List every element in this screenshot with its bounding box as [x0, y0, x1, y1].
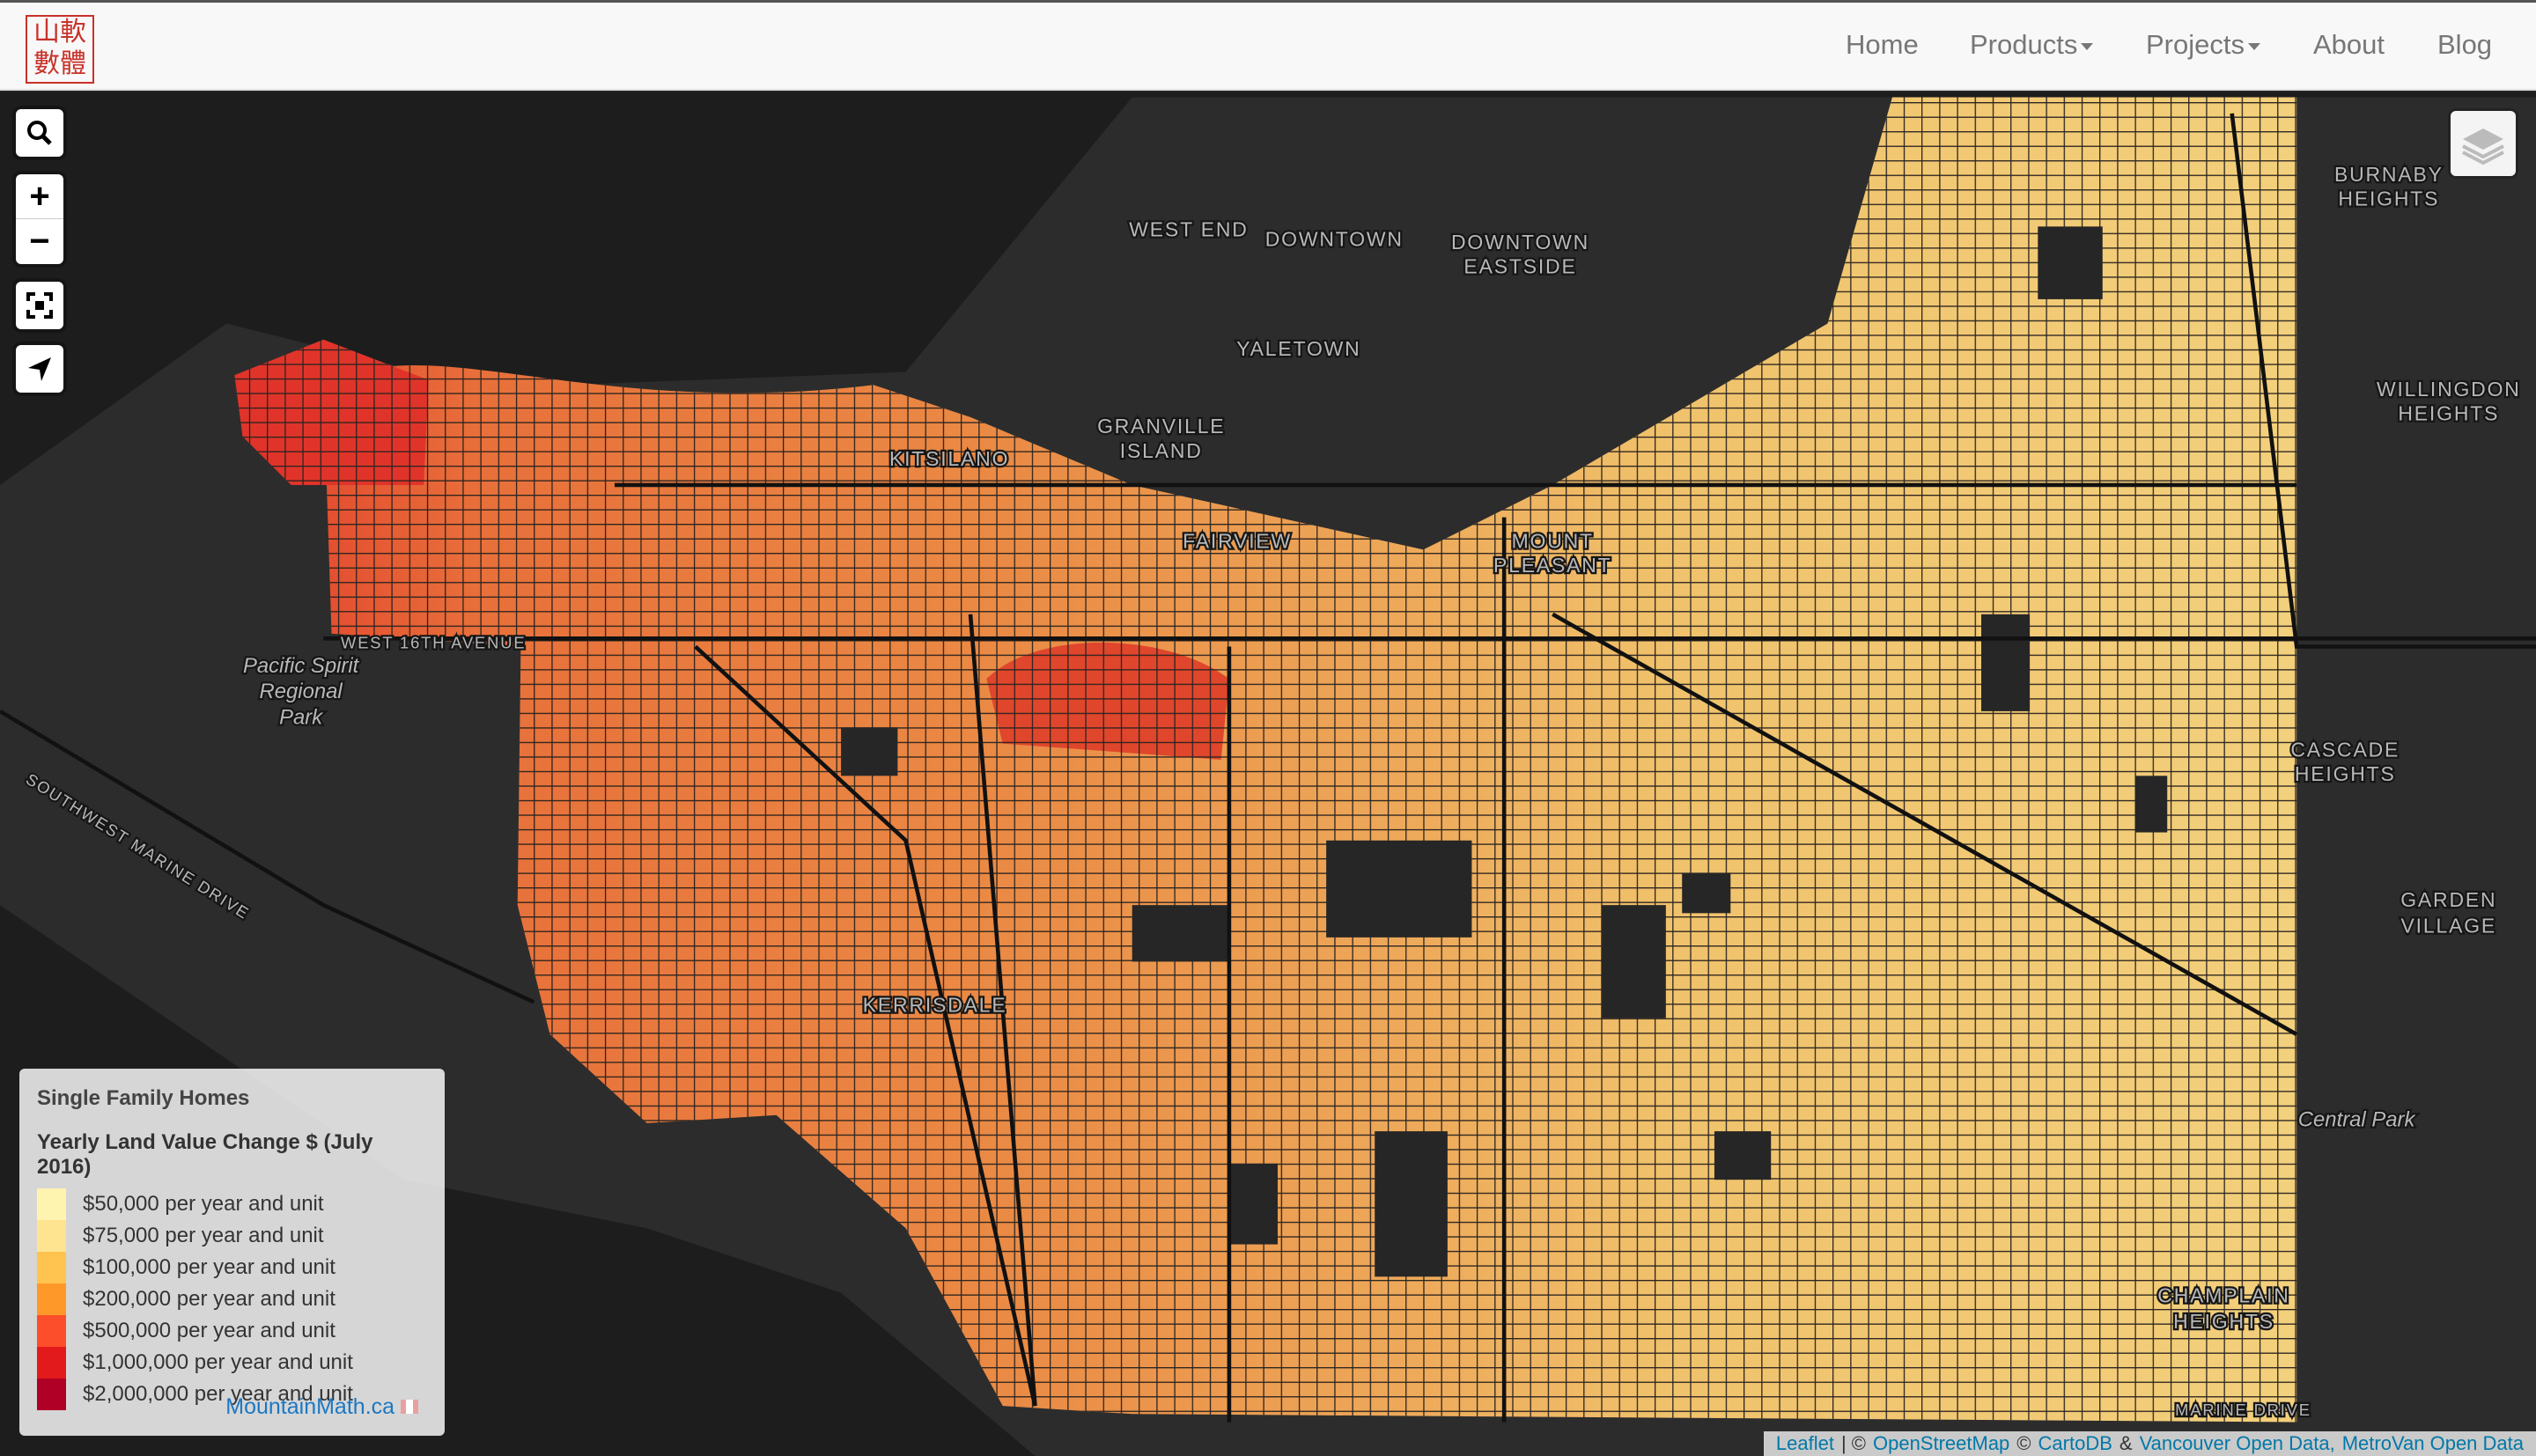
legend-item: $75,000 per year and unit — [37, 1220, 427, 1252]
legend-swatch — [37, 1315, 66, 1347]
map-label: GARDEN — [2400, 888, 2496, 911]
legend-item: $1,000,000 per year and unit — [37, 1347, 427, 1379]
map[interactable]: WEST END DOWNTOWN DOWNTOWN EASTSIDE YALE… — [0, 92, 2536, 1456]
legend-swatch — [37, 1188, 66, 1220]
attribution-text: | © — [1840, 1432, 1866, 1454]
legend-swatch — [37, 1283, 66, 1315]
caret — [2081, 42, 2094, 50]
legend-item: $200,000 per year and unit — [37, 1283, 427, 1315]
layers-icon — [2462, 129, 2504, 165]
map-label: DOWNTOWN — [1451, 231, 1589, 254]
map-label: DOWNTOWN — [1265, 227, 1404, 250]
legend-subtitle: Yearly Land Value Change $ (July 2016) — [37, 1130, 373, 1179]
legend-swatch — [37, 1220, 66, 1252]
map-label: KERRISDALE — [863, 993, 1007, 1016]
map-label: VILLAGE — [2401, 914, 2497, 937]
attribution: Leaflet | © OpenStreetMap © CartoDB & Vancouve… — [1763, 1431, 2536, 1456]
attribution-link[interactable]: Leaflet — [1775, 1432, 1834, 1454]
map-label: HEIGHTS — [2338, 187, 2439, 210]
map-label: MARINE DRIVE — [2175, 1401, 2311, 1419]
map-label: FAIRVIEW — [1183, 530, 1292, 553]
map-label: PLEASANT — [1493, 554, 1612, 577]
legend: Single Family Homes Yearly Land Value Ch… — [19, 1069, 445, 1436]
legend-item: $500,000 per year and unit — [37, 1315, 427, 1347]
nav-dropdown[interactable]: Products — [1970, 29, 2094, 61]
legend-label: $200,000 per year and unit — [83, 1287, 335, 1311]
nav-link[interactable]: About — [2313, 29, 2385, 60]
attribution-text: © — [2016, 1432, 2031, 1454]
nav-link[interactable]: Blog — [2437, 29, 2493, 60]
legend-swatch — [37, 1347, 66, 1379]
layers-button[interactable] — [2451, 111, 2516, 176]
attribution-link[interactable]: OpenStreetMap — [1872, 1432, 2010, 1454]
map-label: HEIGHTS — [2173, 1310, 2274, 1333]
fullscreen-icon — [26, 292, 53, 319]
nav-link: Products — [1970, 29, 2078, 60]
map-label: Regional — [260, 680, 343, 703]
map-label: WILLINGDON — [2377, 378, 2521, 401]
map-label: CHAMPLAIN — [2157, 1284, 2289, 1307]
attribution-link[interactable]: MetroVan Open Data — [2341, 1432, 2524, 1454]
attribution-text: & — [2119, 1432, 2133, 1454]
legend-swatch — [37, 1252, 66, 1283]
search-button[interactable] — [16, 109, 63, 157]
flag-icon — [401, 1400, 418, 1414]
logo-line: 山軟 — [33, 17, 86, 48]
zoom-in[interactable]: + — [16, 174, 63, 219]
lot-grid — [234, 97, 2297, 1423]
map-label: Central Park — [2298, 1108, 2416, 1132]
map-label: Park — [279, 706, 323, 730]
map-label: MOUNT — [1512, 530, 1594, 553]
map-label: GRANVILLE — [1097, 415, 1225, 438]
fullscreen-button[interactable] — [16, 282, 63, 329]
locate-icon — [28, 357, 51, 381]
credit-text: MountainMath.ca — [225, 1394, 395, 1419]
legend-label: $75,000 per year and unit — [83, 1224, 324, 1247]
map-label: YALETOWN — [1236, 337, 1360, 360]
nav-link[interactable]: Home — [1846, 29, 1919, 60]
legend-label: $500,000 per year and unit — [83, 1319, 335, 1342]
logo[interactable]: 山軟 數體 — [26, 15, 94, 84]
zoom-control: + − — [16, 174, 63, 264]
map-label: CASCADE — [2290, 738, 2400, 761]
navbar: 山軟 數體 Home Products Projects About Blog — [0, 0, 2536, 91]
locate-button[interactable] — [16, 345, 63, 393]
legend-label: $1,000,000 per year and unit — [83, 1350, 353, 1374]
map-label: Pacific Spirit — [243, 654, 360, 678]
nav-dropdown[interactable]: Projects — [2146, 29, 2260, 61]
legend-item: $50,000 per year and unit — [37, 1188, 427, 1220]
map-label: WEST 16TH AVENUE — [341, 633, 526, 651]
streets — [0, 113, 2536, 1423]
map-label: HEIGHTS — [2398, 402, 2499, 425]
parks — [841, 226, 2168, 1277]
search-icon — [27, 121, 52, 145]
legend-label: $50,000 per year and unit — [83, 1192, 324, 1216]
map-label: KITSILANO — [889, 447, 1009, 470]
legend-label: $2,000,000 per year and unit — [83, 1382, 353, 1406]
map-label: BURNABY — [2334, 163, 2444, 186]
legend-item: $2,000,000 per year and unit — [37, 1379, 427, 1410]
map-label: HEIGHTS — [2295, 762, 2396, 785]
nav-link: Projects — [2146, 29, 2245, 60]
zoom-out[interactable]: − — [29, 222, 50, 261]
legend-title: Single Family Homes — [37, 1086, 250, 1110]
attribution-link[interactable]: CartoDB — [2038, 1432, 2112, 1454]
legend-item: $100,000 per year and unit — [37, 1252, 427, 1283]
legend-swatch — [37, 1379, 66, 1410]
caret — [2247, 42, 2260, 50]
legend-items: $50,000 per year and unit $75,000 per yea… — [37, 1188, 427, 1410]
credit-link[interactable]: MountainMath.ca — [225, 1394, 418, 1420]
map-label: WEST END — [1129, 217, 1248, 240]
map-label: ISLAND — [1120, 439, 1203, 462]
legend-label: $100,000 per year and unit — [83, 1255, 335, 1279]
logo-line: 數體 — [33, 48, 86, 79]
map-label: EASTSIDE — [1463, 255, 1576, 278]
attribution-link[interactable]: Vancouver Open Data, — [2139, 1432, 2335, 1454]
